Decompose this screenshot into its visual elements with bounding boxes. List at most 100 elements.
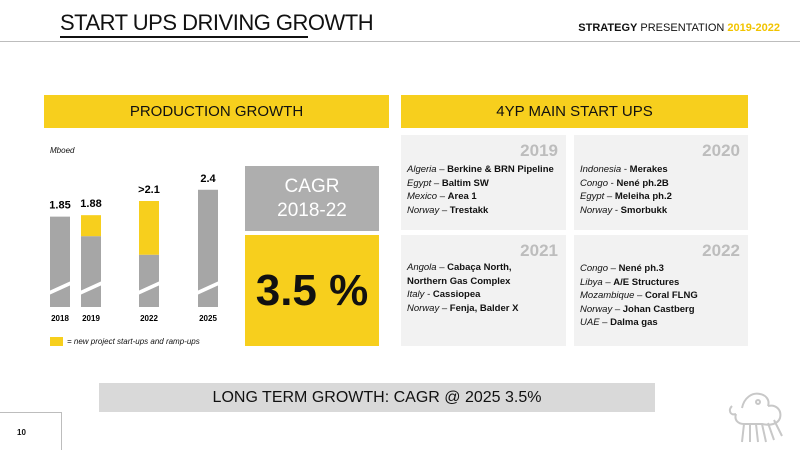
bar-base-2025 [198, 189, 218, 307]
project-item: Algeria – Berkine & BRN Pipeline [407, 164, 554, 175]
project-item: Mozambique – Coral FLNG [580, 290, 698, 301]
year-label: 2021 [520, 241, 558, 260]
title-underline [60, 36, 308, 38]
cagr-label: CAGR [284, 175, 340, 197]
year-box-2022: 2022 Congo – Nené ph.3 Libya – A/E Struct… [574, 235, 748, 346]
page-number: 10 [17, 428, 26, 437]
legend-label: = new project start-ups and ramp-ups [67, 337, 200, 346]
project-name: Area 1 [447, 191, 477, 202]
country-name: Norway [580, 204, 613, 216]
category-label-2018: 2018 [51, 314, 69, 323]
bar-base-2019 [81, 236, 101, 307]
total-label-2025: 2.4 [200, 173, 216, 185]
cagr-period: 2018-22 [277, 199, 347, 221]
country-name: Congo [580, 263, 608, 274]
year-label: 2019 [520, 141, 558, 160]
year-box-2019: 2019 Algeria – Berkine & BRN Pipeline Egy… [401, 135, 566, 230]
country-name: Mexico [407, 191, 438, 202]
year-box-2020: 2020 Indonesia - Merakes Congo - Nené ph.… [574, 135, 748, 230]
project-item: UAE – Dalma gas [580, 317, 658, 328]
project-name: Fenja, Balder X [449, 302, 519, 314]
project-item: Congo - Nené ph.2B [580, 177, 669, 189]
total-label-2022: >2.1 [138, 184, 160, 196]
country-name: Algeria [407, 164, 437, 175]
project-item: Indonesia - Merakes [580, 164, 668, 175]
category-label-2022: 2022 [140, 314, 158, 323]
country-name: UAE [580, 317, 600, 328]
project-name: Merakes [629, 164, 668, 175]
country-name: Norway [407, 302, 440, 314]
page-title: START UPS DRIVING GROWTH [60, 10, 374, 35]
country-name: Indonesia [580, 164, 622, 175]
production-chart: 1.85 2018 1.88 2019 >2.1 2022 2.4 2025 [49, 173, 219, 323]
six-legged-dog-logo [728, 392, 783, 443]
total-label-2019: 1.88 [80, 198, 101, 210]
axis-break-2025 [197, 281, 219, 295]
presentation-word: PRESENTATION [637, 22, 728, 34]
project-item: Norway - Smorbukk [580, 204, 668, 216]
cagr-label-box: CAGR 2018-22 [245, 166, 379, 231]
year-box-2021: 2021 Angola – Cabaça North, Northern Gas … [401, 235, 566, 346]
project-name: Cabaça North, [447, 262, 512, 273]
project-list: Congo – Nené ph.3 Libya – A/E Structures M… [580, 262, 698, 330]
bar-base-2022 [139, 254, 159, 307]
project-name: Cassiopea [432, 289, 481, 300]
project-item: Norway – Fenja, Balder X [407, 302, 519, 314]
header-divider [0, 41, 800, 42]
country-name: Angola [407, 262, 437, 273]
project-item: Egypt – Baltim SW [407, 177, 489, 189]
bar-increment-2022 [139, 201, 159, 255]
project-name: Trestakk [449, 204, 489, 216]
legend-swatch [50, 337, 63, 346]
project-item: Northern Gas Complex [407, 275, 518, 289]
project-name: Berkine & BRN Pipeline [447, 164, 554, 175]
country-name: Egypt [407, 177, 432, 189]
unit-label: Mboed [50, 146, 75, 155]
project-name: Nené ph.2B [616, 177, 669, 189]
project-name: Nené ph.3 [618, 263, 664, 274]
project-name: Smorbukk [620, 204, 668, 216]
country-name: Italy [407, 289, 425, 300]
year-label: 2022 [702, 241, 740, 260]
project-name: Baltim SW [441, 177, 489, 189]
country-name: Congo [580, 177, 608, 189]
page-number-box [0, 412, 62, 450]
total-label-2018: 1.85 [49, 200, 70, 212]
project-list: Indonesia - Merakes Congo - Nené ph.2B Egy… [580, 163, 672, 217]
bar-increment-2019 [81, 215, 101, 237]
axis-break-2019 [80, 281, 102, 295]
country-name: Libya [580, 276, 603, 288]
project-item: Mexico – Area 1 [407, 191, 477, 202]
category-label-2019: 2019 [82, 314, 100, 323]
project-name: Meleiha ph.2 [614, 191, 672, 202]
project-list: Algeria – Berkine & BRN Pipeline Egypt – … [407, 163, 554, 217]
project-list: Angola – Cabaça North, Northern Gas Compl… [407, 261, 518, 315]
project-name: A/E Structures [613, 276, 680, 288]
country-name: Norway [580, 303, 613, 315]
project-item: Libya – A/E Structures [580, 276, 680, 288]
project-name: Johan Castberg [622, 303, 695, 315]
country-name: Mozambique [580, 290, 635, 301]
axis-break-2022 [138, 281, 160, 295]
category-label-2025: 2025 [199, 314, 217, 323]
bar-base-2018 [50, 216, 70, 307]
project-name: Northern Gas Complex [407, 275, 511, 287]
country-name: Egypt [580, 191, 605, 202]
country-name: Norway [407, 204, 440, 216]
project-item: Norway – Trestakk [407, 204, 489, 216]
presentation-label: STRATEGY PRESENTATION 2019-2022 [578, 22, 780, 34]
axis-break-2018 [49, 281, 71, 295]
main-start-ups-header: 4YP MAIN START UPS [401, 95, 748, 128]
project-name: Coral FLNG [644, 290, 698, 301]
project-item: Angola – Cabaça North, [407, 262, 512, 273]
year-label: 2020 [702, 141, 740, 160]
project-item: Italy - Cassiopea [407, 289, 481, 300]
presentation-years: 2019-2022 [727, 22, 780, 34]
project-item: Norway – Johan Castberg [580, 303, 695, 315]
project-name: Dalma gas [610, 317, 658, 328]
project-item: Egypt – Meleiha ph.2 [580, 191, 672, 202]
cagr-value: 3.5 % [245, 235, 379, 346]
production-growth-header: PRODUCTION GROWTH [44, 95, 389, 128]
project-item: Congo – Nené ph.3 [580, 263, 664, 274]
strategy-word: STRATEGY [578, 22, 638, 34]
